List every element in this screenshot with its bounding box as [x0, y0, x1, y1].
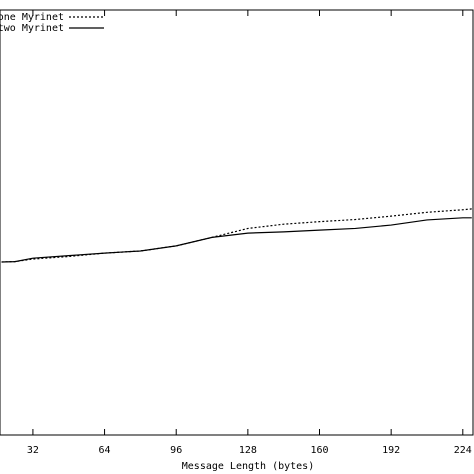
series-line	[1, 217, 472, 263]
legend-label: one Myrinet	[0, 12, 64, 23]
x-tick-label: 32	[27, 445, 39, 456]
x-tick-label: 192	[382, 445, 400, 456]
series-line	[1, 208, 472, 263]
x-tick-label: 64	[99, 445, 111, 456]
x-tick-label: 160	[310, 445, 328, 456]
x-tick-label: 224	[454, 445, 472, 456]
legend-label: two Myrinet	[0, 23, 64, 34]
x-tick-label: 128	[239, 445, 257, 456]
plot-frame	[0, 9, 474, 436]
x-axis-label: Message Length (bytes)	[182, 461, 314, 472]
x-tick-label: 96	[170, 445, 182, 456]
